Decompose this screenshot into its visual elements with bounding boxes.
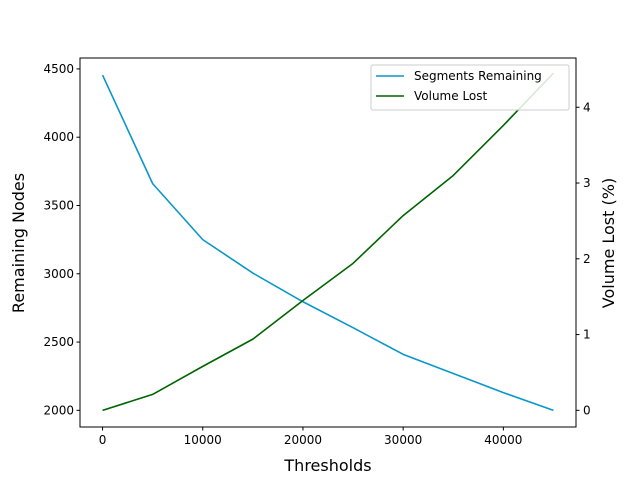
x-tick-label: 30000 (384, 433, 422, 447)
x-tick-label: 40000 (484, 433, 522, 447)
axes: 0 10000 20000 30000 400002000250030003500400… (43, 57, 591, 447)
series-line-1 (101, 74, 554, 412)
right-y-tick-label: 0 (583, 403, 591, 417)
series-line-2 (102, 72, 555, 412)
left-y-tick-label: 2000 (43, 403, 74, 417)
x-tick-label: 10000 (184, 433, 222, 447)
right-y-tick-label: 4 (583, 100, 591, 114)
left-y-tick-label: 3000 (43, 267, 74, 281)
x-tick-label: 0 (99, 433, 107, 447)
left-y-axis-title: Remaining Nodes (9, 173, 28, 313)
right-y-tick-label: 1 (583, 328, 591, 342)
right-y-tick-label: 3 (583, 176, 591, 190)
legend-label-2: Volume Lost (414, 89, 488, 103)
x-tick-label: 20000 (284, 433, 322, 447)
left-y-tick-label: 3500 (43, 198, 74, 212)
legend: Segments Remaining Volume Lost (370, 64, 570, 111)
plot-area (101, 72, 555, 412)
x-axis-title: Thresholds (283, 456, 371, 475)
left-y-tick-label: 2500 (43, 335, 74, 349)
plot-frame (79, 57, 577, 428)
right-y-axis-title: Volume Lost (%) (599, 178, 618, 308)
legend-box (370, 64, 570, 111)
right-y-tick-label: 2 (583, 252, 591, 266)
left-y-tick-label: 4000 (43, 130, 74, 144)
left-y-tick-label: 4500 (43, 62, 74, 76)
legend-label-1: Segments Remaining (414, 69, 542, 83)
